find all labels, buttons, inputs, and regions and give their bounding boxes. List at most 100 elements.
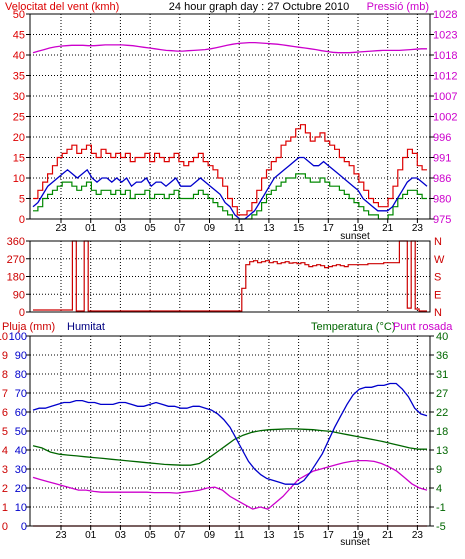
- time-tick-label: 05: [145, 530, 157, 541]
- compass-label: S: [434, 272, 441, 284]
- temperature-tick-label: 4: [436, 483, 442, 495]
- rain-tick-label: 10: [0, 331, 8, 343]
- pressure-tick-label: 1012: [433, 71, 457, 83]
- pressure-ticks: 975 980 986 991 996 1002 1007 1012 1018 1023 1028: [430, 9, 457, 226]
- time-tick-label: 01: [85, 223, 97, 234]
- pressure-tick-label: 975: [433, 214, 451, 226]
- compass-label: W: [434, 254, 445, 266]
- humidity-tick-label: 70: [15, 388, 27, 400]
- temperature-tick-label: 18: [436, 426, 448, 438]
- pressure-tick-label: 996: [433, 132, 451, 144]
- wind-direction-line: [33, 240, 427, 312]
- humidity-tick-label: 60: [15, 407, 27, 419]
- direction-tick-label: 180: [7, 272, 25, 284]
- pressure-tick-label: 1002: [433, 112, 457, 124]
- rain-ticks: 0 1 2 3 4 5 6 7 8 9 10: [0, 331, 8, 533]
- wind-speed-tick-label: 20: [13, 132, 25, 144]
- pressure-tick-label: 991: [433, 153, 451, 165]
- wind-speed-ticks: 0 5 10 15 20 25 30 35 40 45 50: [13, 9, 30, 226]
- humidity-tick-label: 100: [9, 331, 27, 343]
- temperature-tick-label: -1: [436, 502, 446, 514]
- humidity-tick-label: 30: [15, 464, 27, 476]
- rain-tick-label: 0: [2, 521, 8, 533]
- time-tick-label: 11: [234, 223, 245, 234]
- time-ticks-bottom: 23 01 03 05 07 09 11 13 15 17 19 21 23: [55, 526, 423, 541]
- direction-degree-ticks: 0 90 180 270 360: [7, 236, 30, 319]
- wind-speed-tick-label: 35: [13, 71, 25, 83]
- rain-tick-label: 4: [2, 445, 8, 457]
- pressure-tick-label: 1018: [433, 50, 457, 62]
- humidity-tick-label: 10: [15, 502, 27, 514]
- direction-tick-label: 360: [7, 236, 25, 248]
- time-tick-label: 13: [263, 530, 275, 541]
- direction-frame: [29, 240, 431, 313]
- rain-tick-label: 7: [2, 388, 8, 400]
- sunset-label-bottom: sunset: [340, 537, 370, 548]
- temperature-tick-label: 40: [436, 331, 448, 343]
- rain-tick-label: 2: [2, 483, 8, 495]
- time-tick-label: 07: [174, 223, 186, 234]
- wind-frame: [29, 13, 431, 220]
- pressure-axis-label: Pressió (mb): [367, 1, 429, 13]
- rain-tick-label: 1: [2, 502, 8, 514]
- compass-label: N: [434, 307, 442, 319]
- time-tick-label: 01: [85, 530, 97, 541]
- rain-tick-label: 9: [2, 350, 8, 362]
- dewpoint-axis-label: Punt rosada: [393, 321, 453, 333]
- wind-speed-axis-label: Velocitat del vent (kmh): [5, 1, 119, 13]
- humidity-tick-label: 20: [15, 483, 27, 495]
- chart-title: 24 hour graph day : 27 Octubre 2010: [169, 1, 349, 13]
- temperature-tick-label: 31: [436, 369, 448, 381]
- temperature-tick-label: 9: [436, 464, 442, 476]
- time-tick-label: 23: [55, 530, 67, 541]
- wind-speed-tick-label: 50: [13, 9, 25, 21]
- humidity-tick-label: 50: [15, 426, 27, 438]
- wind-average-line: [32, 156, 428, 220]
- pressure-tick-label: 1023: [433, 30, 457, 42]
- humidity-line: [32, 382, 428, 485]
- wind-speed-tick-label: 10: [13, 173, 25, 185]
- wind-speed-tick-label: 45: [13, 30, 25, 42]
- time-tick-label: 03: [115, 223, 127, 234]
- time-tick-label: 09: [204, 530, 216, 541]
- temperature-line: [32, 428, 427, 466]
- rain-tick-label: 3: [2, 464, 8, 476]
- wind-series: [32, 41, 428, 220]
- humidity-tick-label: 0: [21, 521, 27, 533]
- rain-tick-label: 6: [2, 407, 8, 419]
- time-tick-label: 23: [412, 223, 424, 234]
- time-tick-label: 15: [293, 530, 305, 541]
- time-tick-label: 21: [382, 530, 394, 541]
- wind-speed-tick-label: 0: [19, 214, 25, 226]
- wind-pressure-chart: Velocitat del vent (kmh) 24 hour graph d…: [5, 1, 457, 242]
- wind-speed-tick-label: 40: [13, 50, 25, 62]
- dewpoint-line: [32, 459, 428, 510]
- time-tick-label: 23: [412, 530, 424, 541]
- pressure-tick-label: 1028: [433, 9, 457, 21]
- time-tick-label: 17: [323, 223, 335, 234]
- humidity-tick-label: 40: [15, 445, 27, 457]
- humidity-axis-label: Humitat: [67, 321, 105, 333]
- temperature-tick-label: 22: [436, 407, 448, 419]
- rain-tick-label: 5: [2, 426, 8, 438]
- wind-speed-tick-label: 25: [13, 112, 25, 124]
- compass-label: N: [434, 236, 442, 248]
- wind-speed-tick-label: 15: [13, 153, 25, 165]
- pressure-tick-label: 986: [433, 173, 451, 185]
- wind-speed-tick-label: 30: [13, 91, 25, 103]
- direction-tick-label: 270: [7, 254, 25, 266]
- temperature-frame: [29, 335, 431, 527]
- temperature-tick-label: -5: [436, 521, 446, 533]
- temperature-tick-label: 13: [436, 445, 448, 457]
- time-tick-label: 17: [323, 530, 335, 541]
- pressure-tick-label: 980: [433, 194, 451, 206]
- rain-axis-label: Pluja (mm): [2, 321, 55, 333]
- pressure-line: [32, 41, 427, 54]
- direction-tick-label: 0: [19, 307, 25, 319]
- time-tick-label: 09: [204, 223, 216, 234]
- humidity-tick-label: 90: [15, 350, 27, 362]
